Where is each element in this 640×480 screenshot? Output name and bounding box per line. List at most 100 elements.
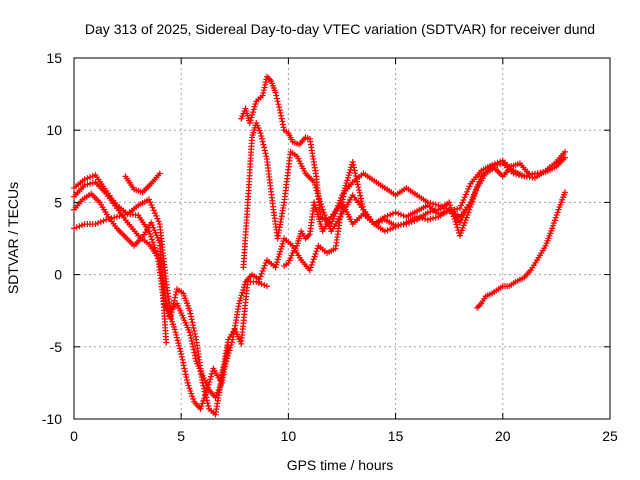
data-point: [450, 213, 457, 220]
data-point: [321, 212, 328, 219]
data-point: [473, 187, 480, 194]
data-point: [349, 158, 356, 165]
data-point: [316, 195, 323, 202]
data-point: [257, 130, 264, 137]
data-point: [150, 241, 157, 248]
data-point: [191, 330, 198, 337]
data-point: [466, 183, 473, 190]
data-point: [111, 214, 118, 221]
y-axis-label: SDTVAR / TECUs: [5, 182, 21, 294]
data-point: [452, 218, 459, 225]
data-point: [472, 190, 479, 197]
chart-title: Day 313 of 2025, Sidereal Day-to-day VTE…: [85, 21, 595, 37]
data-point: [278, 112, 285, 119]
data-point: [561, 154, 568, 161]
data-point: [81, 176, 88, 183]
y-tick-label: 15: [46, 50, 62, 66]
series-track-4: [71, 196, 232, 401]
data-point: [352, 172, 359, 179]
data-point: [187, 387, 194, 394]
data-point: [73, 224, 80, 231]
data-point: [204, 400, 211, 407]
data-point: [274, 256, 281, 263]
y-tick-label: 10: [46, 122, 62, 138]
data-point: [262, 81, 269, 88]
data-point: [247, 117, 254, 124]
data-point: [178, 351, 185, 358]
data-point: [236, 300, 243, 307]
data-point: [100, 217, 107, 224]
data-point: [154, 215, 161, 222]
data-point: [276, 106, 283, 113]
data-point: [458, 202, 465, 209]
data-point: [447, 204, 454, 211]
data-point: [311, 253, 318, 260]
data-point: [461, 194, 468, 201]
data-point: [561, 189, 568, 196]
data-point: [108, 215, 115, 222]
data-point: [250, 109, 257, 116]
x-tick-label: 25: [602, 428, 618, 444]
data-point: [178, 353, 185, 360]
axis-ticks: 0 5 10 15 20 25 -10 -5 0 5 10 15: [42, 50, 618, 444]
data-point: [155, 218, 162, 225]
data-point: [346, 169, 353, 176]
data-point: [515, 171, 522, 178]
data-point: [258, 280, 265, 287]
data-point: [197, 405, 204, 412]
data-point: [228, 339, 235, 346]
data-point: [198, 403, 205, 410]
data-point: [459, 199, 466, 206]
data-point: [116, 213, 123, 220]
data-point: [274, 259, 281, 266]
data-point: [149, 204, 156, 211]
data-point: [354, 178, 361, 185]
data-point: [89, 179, 96, 186]
data-point: [173, 334, 180, 341]
data-point: [273, 92, 280, 99]
data-point: [466, 206, 473, 213]
data-point: [317, 201, 324, 208]
data-point: [430, 208, 437, 215]
data-point: [353, 175, 360, 182]
data-point: [279, 118, 286, 125]
data-point: [381, 228, 388, 235]
data-point: [256, 276, 263, 283]
data-point: [261, 144, 268, 151]
data-point: [274, 98, 281, 105]
data-point: [113, 213, 120, 220]
data-point: [238, 292, 245, 299]
data-point: [260, 87, 267, 94]
data-point: [259, 138, 266, 145]
data-point: [350, 164, 357, 171]
data-point: [318, 203, 325, 210]
data-point: [173, 331, 180, 338]
data-point: [171, 294, 178, 301]
data-point: [200, 397, 207, 404]
data-point: [150, 207, 157, 214]
data-point: [87, 180, 94, 187]
data-point: [317, 198, 324, 205]
data-point: [272, 264, 279, 271]
data-point: [156, 170, 163, 177]
data-point: [387, 211, 394, 218]
data-point: [237, 295, 244, 302]
plot-frame: [73, 57, 611, 420]
data-point: [276, 251, 283, 258]
x-tick-label: 15: [388, 428, 404, 444]
data-point: [525, 170, 532, 177]
data-point: [352, 170, 359, 177]
data-point: [97, 218, 104, 225]
data-point: [320, 209, 327, 216]
data-point: [259, 92, 266, 99]
data-point: [241, 281, 248, 288]
data-point: [551, 217, 558, 224]
data-point: [395, 210, 402, 217]
data-point: [191, 349, 198, 356]
data-point: [430, 200, 437, 207]
data-point: [84, 175, 91, 182]
data-point: [469, 198, 476, 205]
data-point: [76, 223, 83, 230]
data-point: [468, 201, 475, 208]
